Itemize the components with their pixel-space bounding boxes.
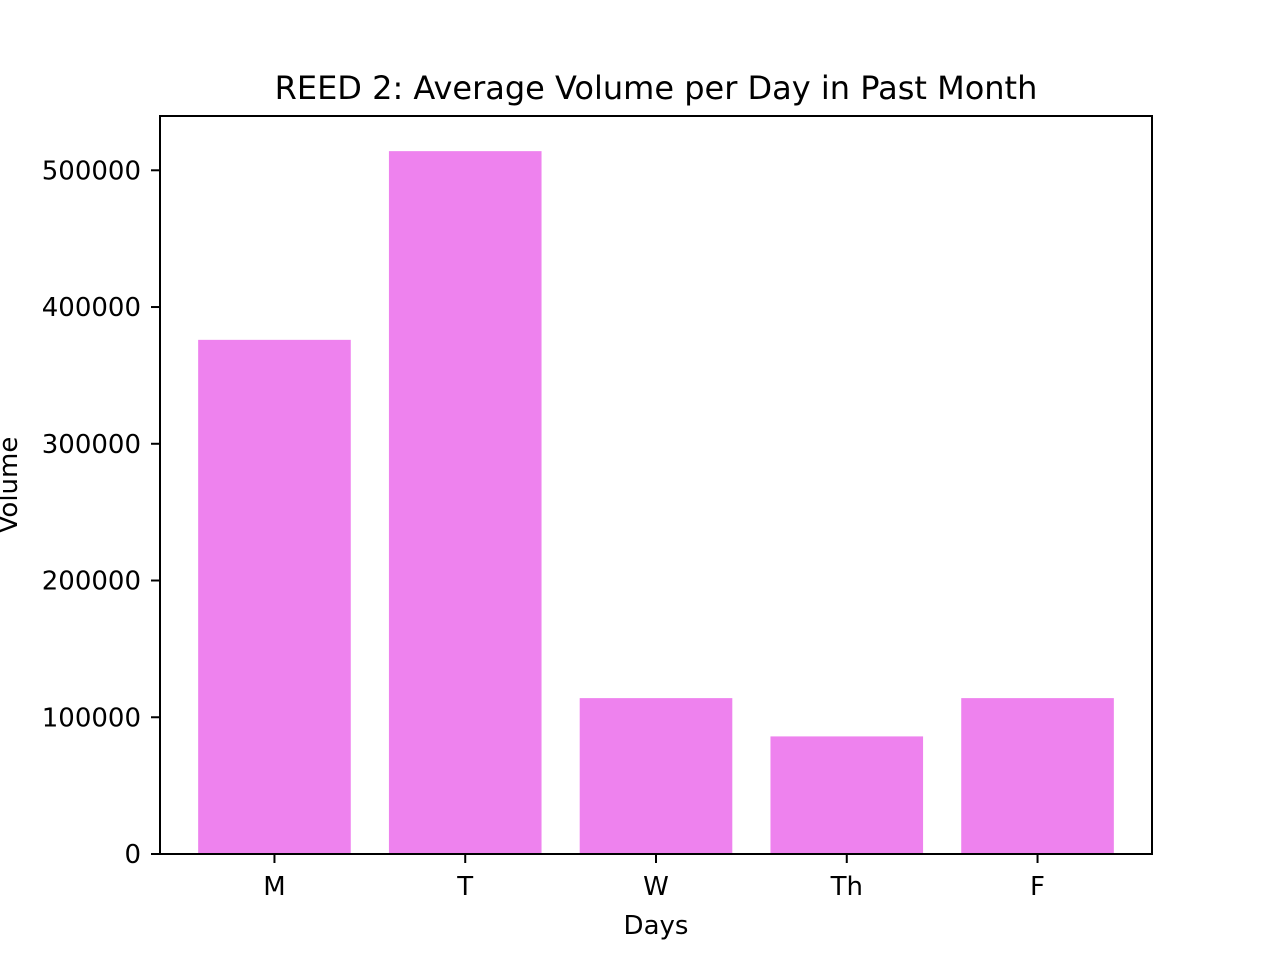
x-axis-label: Days: [624, 911, 689, 941]
bar-t: [388, 151, 542, 855]
chart-title: REED 2: Average Volume per Day in Past M…: [275, 69, 1038, 107]
x-tick-label: M: [263, 872, 285, 902]
x-tick-label: W: [643, 872, 669, 902]
y-axis-label: Volume: [0, 437, 24, 534]
y-axis-ticks: 0 100000 200000 300000 400000 500000: [42, 156, 160, 870]
x-axis-ticks: M T W Th F: [263, 854, 1045, 902]
y-tick-label: 100000: [42, 703, 141, 733]
x-tick-label: F: [1030, 872, 1045, 902]
bar-w: [579, 698, 733, 854]
x-tick-label: T: [456, 872, 473, 902]
x-tick-label: Th: [830, 872, 863, 902]
y-tick-label: 400000: [42, 293, 141, 323]
plot-frame: [159, 115, 1153, 855]
y-tick-label: 0: [124, 840, 141, 870]
bar-th: [770, 736, 924, 854]
y-tick-label: 300000: [42, 430, 141, 460]
bar-f: [961, 698, 1114, 854]
bars-group: [198, 151, 1114, 855]
bar-m: [198, 339, 351, 855]
y-tick-label: 200000: [42, 567, 141, 597]
y-tick-label: 500000: [42, 156, 141, 186]
